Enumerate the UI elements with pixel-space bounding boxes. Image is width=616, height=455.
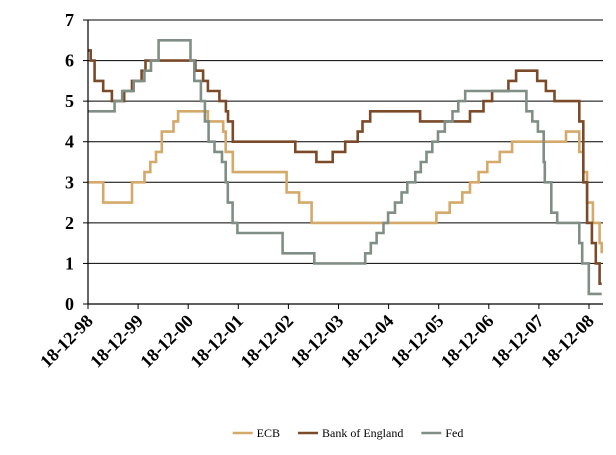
- x-tick-label: 18-12-02: [236, 311, 297, 372]
- legend-label-fed: Fed: [445, 426, 463, 440]
- y-axis-tick-labels: 0 1 2 3 4 5 6 7: [65, 10, 74, 314]
- series-line-ecb: [88, 110, 603, 254]
- y-tick-label: 7: [65, 10, 74, 30]
- x-tick-label: 18-12-98: [36, 311, 97, 372]
- y-tick-label: 0: [65, 294, 74, 314]
- series-lines: [88, 39, 603, 296]
- x-tick-label: 18-12-08: [537, 311, 598, 372]
- legend-label-ecb: ECB: [257, 426, 280, 440]
- legend: ECB Bank of England Fed: [232, 426, 463, 440]
- x-tick-label: 18-12-07: [487, 311, 548, 372]
- y-tick-label: 5: [65, 91, 74, 111]
- axes: [83, 19, 603, 309]
- series-line-bank-of-england: [88, 49, 602, 285]
- y-tick-label: 2: [65, 213, 74, 233]
- x-tick-label: 18-12-99: [86, 311, 147, 372]
- legend-label-bank-of-england: Bank of England: [322, 426, 403, 440]
- x-tick-label: 18-12-05: [387, 311, 448, 372]
- series-line-fed: [88, 39, 602, 296]
- y-tick-label: 3: [65, 172, 74, 192]
- x-axis-tick-labels: 18-12-9818-12-9918-12-0018-12-0118-12-02…: [36, 311, 598, 372]
- x-tick-label: 18-12-04: [337, 311, 398, 372]
- x-tick-label: 18-12-01: [186, 311, 247, 372]
- x-tick-label: 18-12-03: [287, 311, 348, 372]
- y-tick-label: 1: [65, 253, 74, 273]
- y-tick-label: 6: [65, 51, 74, 71]
- y-tick-label: 4: [65, 132, 74, 152]
- x-tick-label: 18-12-06: [437, 311, 498, 372]
- x-tick-label: 18-12-00: [136, 311, 197, 372]
